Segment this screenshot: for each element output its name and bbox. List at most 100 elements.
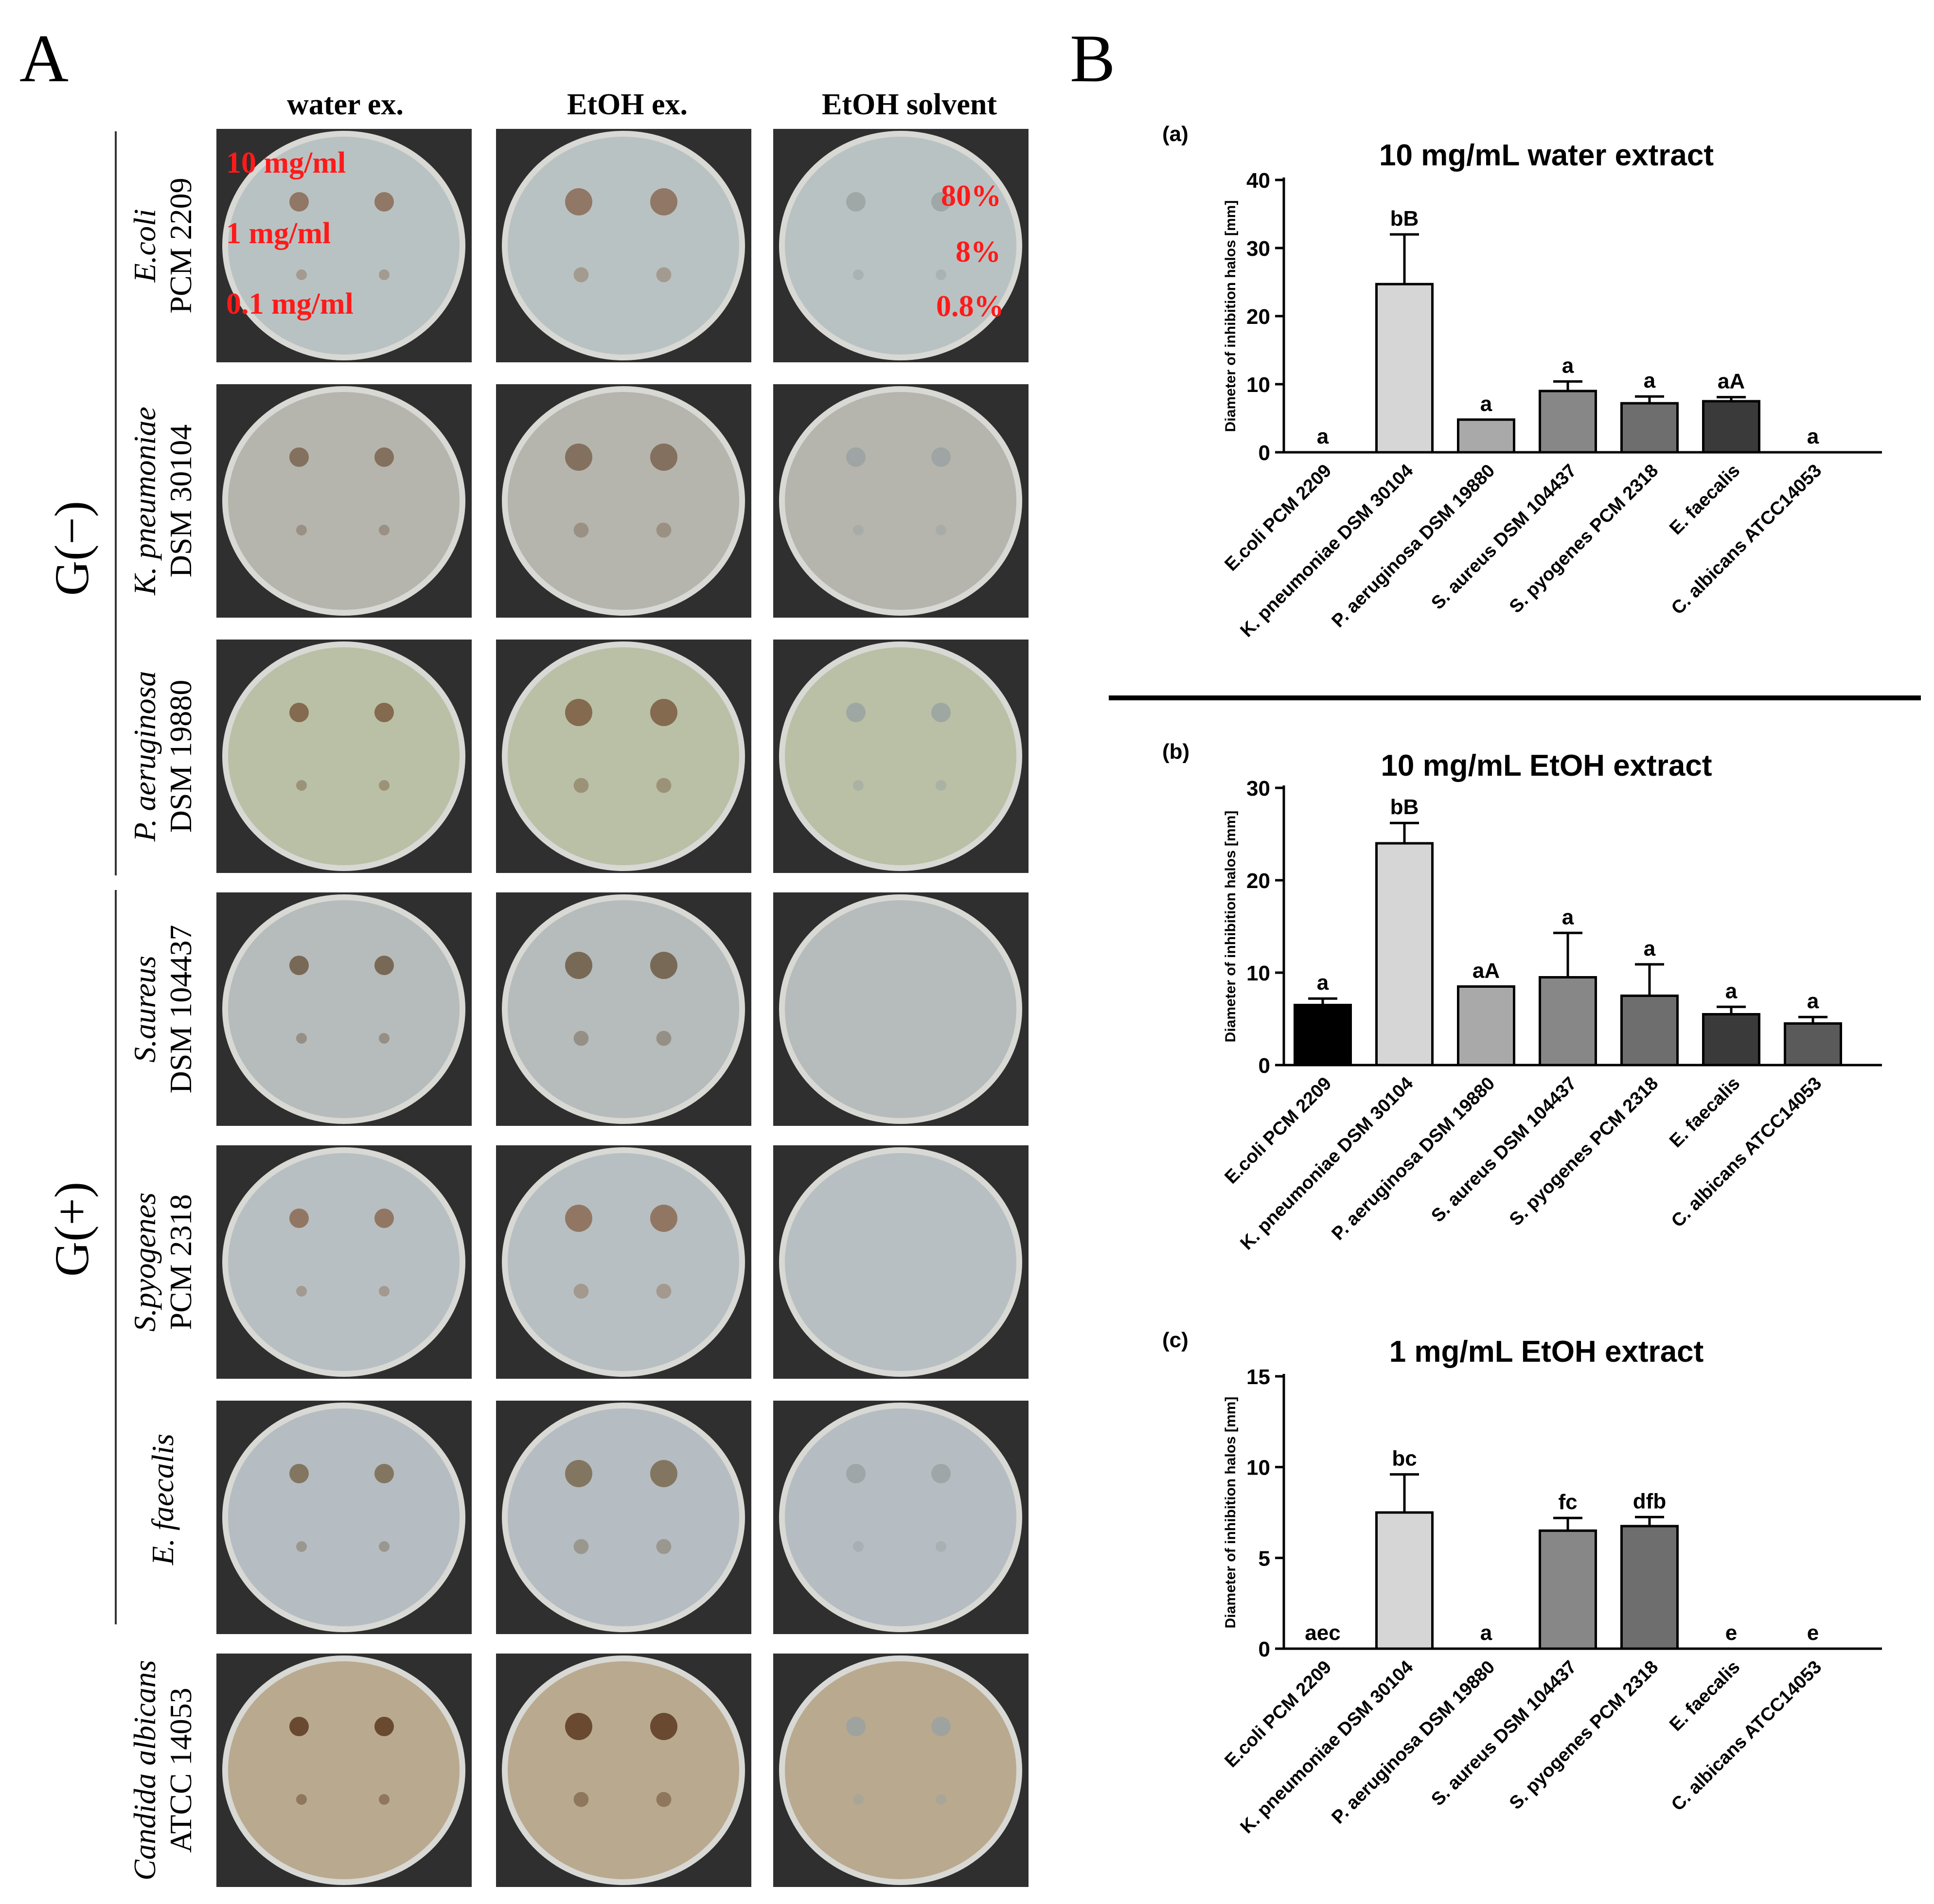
row-label-strain: PCM 2318 <box>163 1194 198 1330</box>
bar-charts-svg: (a) 10 mg/mL water extract 0 10 20 30 40 Diamet… <box>1162 122 1882 1838</box>
x-tick-label: K. pneumoniae DSM 30104 <box>1237 461 1418 641</box>
x-tick-label: K. pneumoniae DSM 30104 <box>1237 1657 1418 1838</box>
row-label-species: Candida albicans <box>127 1660 162 1881</box>
significance-label: aA <box>1718 370 1745 393</box>
bar <box>1620 1525 1679 1650</box>
significance-label: fc <box>1558 1490 1577 1514</box>
significance-label: e <box>1807 1621 1819 1645</box>
petri-plate <box>216 384 472 618</box>
y-axis-label: Diameter of inhibition halos [mm] <box>1223 811 1239 1043</box>
petri-plate <box>496 1654 751 1887</box>
row-label-species: S.aureus <box>127 956 162 1063</box>
chart-title: 10 mg/mL EtOH extract <box>1381 749 1712 783</box>
bar <box>1620 995 1679 1067</box>
significance-label: a <box>1562 354 1574 377</box>
x-tick-label: E. faecalis <box>1666 1657 1744 1735</box>
bar <box>1539 390 1597 454</box>
chart-panel-label: (a) <box>1162 122 1189 146</box>
x-tick-label: C. albicans ATCC14053 <box>1668 1073 1826 1231</box>
x-tick-label: S. pyogenes PCM 2318 <box>1506 1073 1662 1230</box>
petri-plate <box>496 640 751 873</box>
bar <box>1457 418 1515 454</box>
significance-label: a <box>1807 425 1819 448</box>
row-label-strain: DSM 30104 <box>163 424 198 578</box>
significance-label: a <box>1317 425 1329 448</box>
column-header-etoh: EtOH ex. <box>567 88 688 121</box>
row-label-5: S.pyogenes PCM 2318 <box>127 1145 199 1379</box>
bar <box>1375 1511 1434 1650</box>
solvent-percent-mid: 8% <box>956 235 1001 268</box>
bar <box>1539 1529 1597 1650</box>
y-tick-label: 40 <box>1246 169 1270 193</box>
y-tick-label: 20 <box>1246 305 1270 329</box>
significance-label: bc <box>1392 1447 1417 1471</box>
row-label-species: K. pneumoniae <box>127 407 162 595</box>
petri-plate <box>773 640 1029 873</box>
group-divider-gram-negative <box>115 131 117 875</box>
row-label-strain: PCM 2209 <box>163 178 198 314</box>
significance-label: aA <box>1473 959 1500 983</box>
group-label-gram-negative: G(−) <box>45 500 99 596</box>
chart-title: 1 mg/mL EtOH extract <box>1389 1335 1704 1369</box>
concentration-label-high: 10 mg/ml <box>226 146 346 179</box>
petri-plate <box>496 1145 751 1379</box>
significance-label: a <box>1480 1621 1492 1645</box>
bar <box>1375 283 1434 454</box>
petri-plate <box>216 1401 472 1634</box>
bar <box>1702 400 1760 454</box>
bar <box>1457 985 1515 1067</box>
y-tick-label: 5 <box>1259 1547 1270 1570</box>
concentration-label-mid: 1 mg/ml <box>226 217 331 250</box>
significance-label: a <box>1317 971 1329 995</box>
chart-panel-label: (c) <box>1162 1328 1189 1352</box>
petri-plate <box>216 1654 472 1887</box>
petri-plate <box>216 892 472 1126</box>
group-divider-gram-positive <box>115 890 117 1624</box>
row-label-strain: DSM 104437 <box>163 925 198 1094</box>
row-label-species: E. faecalis <box>145 1433 180 1566</box>
significance-label: bB <box>1390 795 1419 819</box>
y-tick-label: 0 <box>1259 441 1270 465</box>
significance-label: a <box>1807 989 1819 1013</box>
y-tick-label: 10 <box>1246 1456 1270 1480</box>
petri-plate <box>216 1145 472 1379</box>
petri-plate <box>216 129 472 362</box>
petri-plate <box>773 129 1029 362</box>
concentration-label-low: 0.1 mg/ml <box>226 287 354 320</box>
row-label-species: S.pyogenes <box>127 1192 162 1332</box>
y-tick-label: 0 <box>1259 1054 1270 1078</box>
significance-label: aec <box>1305 1621 1340 1645</box>
row-label-species: E.coli <box>127 209 162 283</box>
y-tick-label: 30 <box>1246 777 1270 801</box>
x-tick-label: C. albicans ATCC14053 <box>1668 461 1826 619</box>
petri-plate <box>773 892 1029 1126</box>
solvent-percent-low: 0.8% <box>936 290 1004 323</box>
significance-label: a <box>1562 905 1574 929</box>
x-tick-label: P. aeruginosa DSM 19880 <box>1328 1657 1499 1828</box>
petri-plate <box>496 892 751 1126</box>
significance-label: dfb <box>1633 1489 1666 1513</box>
chart-separator-line <box>1109 695 1921 700</box>
significance-label: a <box>1644 369 1656 392</box>
significance-label: a <box>1644 937 1656 961</box>
x-tick-label: E. faecalis <box>1666 461 1744 539</box>
significance-label: e <box>1725 1621 1737 1645</box>
row-label-4: S.aureus DSM 104437 <box>127 892 199 1126</box>
solvent-percent-high: 80% <box>941 179 1001 213</box>
group-label-gram-positive: G(+) <box>45 1181 99 1277</box>
y-tick-label: 10 <box>1246 961 1270 985</box>
petri-plate <box>496 384 751 618</box>
bar <box>1620 402 1679 454</box>
petri-plate <box>773 1654 1029 1887</box>
bar <box>1784 1022 1842 1067</box>
x-tick-label: S. aureus DSM 104437 <box>1427 1073 1580 1227</box>
x-tick-label: S. aureus DSM 104437 <box>1427 1657 1580 1810</box>
significance-label: a <box>1480 392 1492 416</box>
panel-b-letter: B <box>1070 21 1116 96</box>
petri-plate <box>773 1145 1029 1379</box>
row-label-species: P. aeruginosa <box>127 671 162 842</box>
row-label-strain: ATCC 14053 <box>163 1688 198 1853</box>
bar <box>1702 1013 1760 1067</box>
y-tick-label: 20 <box>1246 869 1270 893</box>
significance-label: bB <box>1390 207 1419 231</box>
